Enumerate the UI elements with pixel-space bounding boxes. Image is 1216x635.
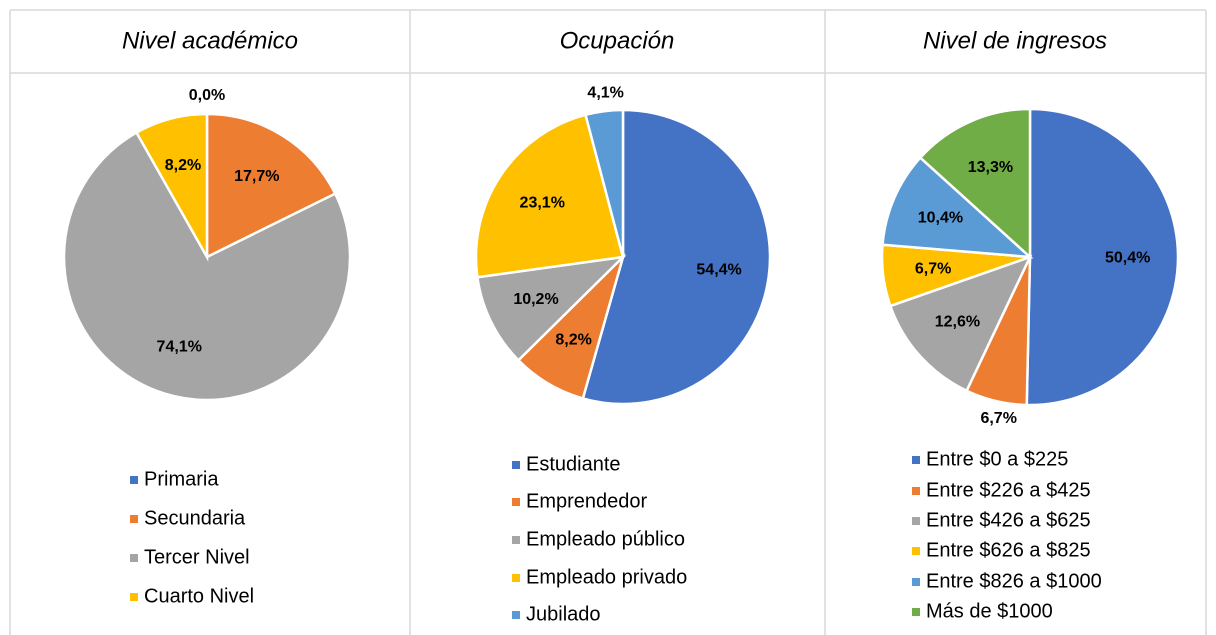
legend-entry: Emprendedor (526, 490, 648, 512)
column-header: Nivel académico (122, 27, 298, 54)
pie-slice (475, 255, 627, 363)
data-label: 74,1% (157, 338, 202, 355)
pie-slice (584, 108, 625, 258)
pie-slice (881, 155, 1034, 259)
legend-marker (912, 578, 920, 586)
pie-slice (62, 130, 352, 402)
data-label: 6,7% (980, 410, 1016, 427)
legend-entry: Entre $626 a $825 (926, 539, 1091, 561)
legend-entry: Primaria (144, 468, 219, 490)
legend-entry: Más de $1000 (926, 600, 1053, 622)
data-label: 4,1% (587, 85, 623, 102)
legend-entry: Secundaria (144, 507, 246, 529)
legend-entry: Entre $226 a $425 (926, 479, 1091, 501)
pie-slice (918, 107, 1032, 260)
legend-marker (912, 487, 920, 495)
legend-entry: Jubilado (526, 603, 601, 625)
legend-marker (130, 476, 138, 484)
data-label: 8,2% (555, 332, 591, 349)
legend-marker (130, 515, 138, 523)
legend-marker (912, 456, 920, 464)
data-label: 13,3% (968, 159, 1013, 176)
pie-slice (581, 108, 772, 406)
data-label: 54,4% (696, 262, 741, 279)
table-grid (9, 9, 1207, 635)
legend-marker (512, 574, 520, 582)
column-header: Nivel de ingresos (923, 27, 1107, 54)
legend-marker (512, 461, 520, 469)
legend-marker (512, 536, 520, 544)
pie-slice (888, 254, 1033, 393)
data-label: 10,4% (918, 209, 963, 226)
legend-marker (912, 517, 920, 525)
data-label: 10,2% (513, 291, 558, 308)
pie-slice (134, 112, 209, 262)
legend-marker (512, 498, 520, 506)
legend-entry: Empleado público (526, 528, 685, 550)
data-label: 0,0% (189, 87, 225, 104)
data-label: 12,6% (935, 314, 980, 331)
column-header: Ocupación (560, 27, 675, 54)
data-label: 50,4% (1105, 249, 1150, 266)
legend-entry: Estudiante (526, 453, 621, 475)
pie-slice (205, 112, 337, 260)
legend-entry: Tercer Nivel (144, 546, 250, 568)
legend-entry: Cuarto Nivel (144, 585, 254, 607)
pie-slice (1025, 107, 1180, 407)
legend-entry: Entre $826 a $1000 (926, 570, 1102, 592)
legend-marker (130, 593, 138, 601)
legend-entry: Entre $0 a $225 (926, 448, 1068, 470)
legend-entry: Empleado privado (526, 566, 687, 588)
legend-entry: Entre $426 a $625 (926, 509, 1091, 531)
legend-marker (512, 611, 520, 619)
data-label: 8,2% (165, 157, 201, 174)
legend-marker (912, 547, 920, 555)
data-label: 23,1% (520, 194, 565, 211)
pie-slice (474, 113, 625, 279)
legend-marker (912, 608, 920, 616)
data-label: 6,7% (915, 261, 951, 278)
data-label: 17,7% (234, 168, 279, 185)
legend-marker (130, 554, 138, 562)
